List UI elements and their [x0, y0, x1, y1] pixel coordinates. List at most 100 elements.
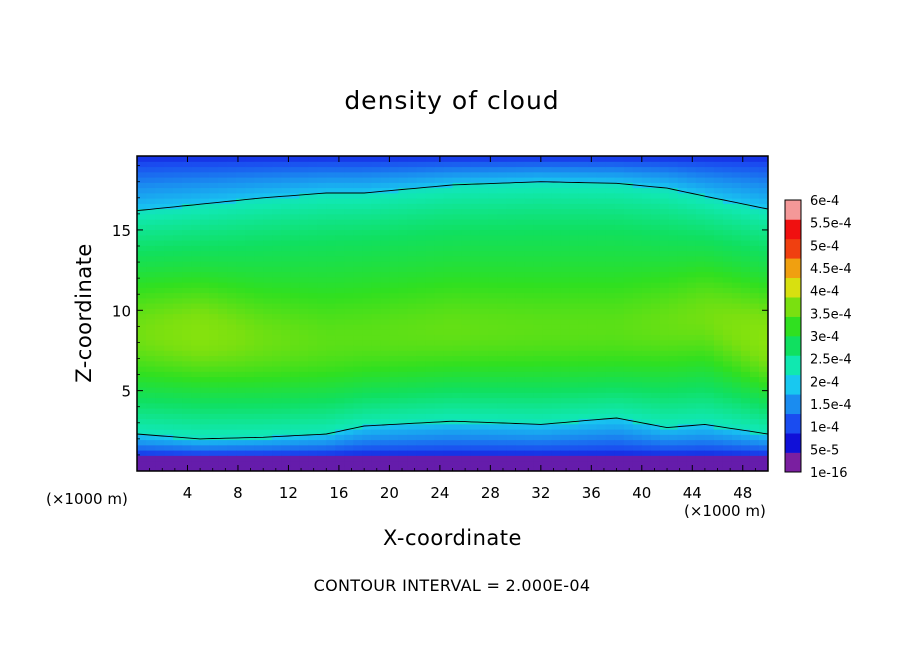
density-cell [389, 161, 400, 168]
density-cell [605, 308, 616, 315]
density-cell [515, 166, 526, 173]
density-cell [632, 324, 643, 330]
density-cell [326, 397, 336, 404]
density-cell [488, 245, 499, 252]
density-cell [740, 439, 751, 446]
density-cell [299, 240, 309, 246]
density-cell [236, 450, 246, 456]
density-cell [344, 292, 354, 299]
density-cell [596, 350, 607, 357]
density-cell [686, 334, 697, 341]
density-cell [290, 455, 300, 462]
density-cell [614, 376, 625, 383]
density-cell [173, 271, 183, 278]
density-cell [605, 229, 616, 236]
density-cell [209, 308, 219, 315]
density-cell [623, 187, 634, 194]
density-cell [569, 465, 580, 471]
density-cell [461, 329, 472, 336]
density-cell [218, 292, 228, 299]
density-cell [263, 387, 273, 393]
density-cell [389, 292, 400, 299]
density-cell [650, 413, 661, 420]
density-cell [146, 465, 156, 471]
density-cell [605, 156, 616, 162]
density-cell [218, 287, 228, 294]
density-cell [326, 450, 336, 456]
density-cell [407, 329, 418, 336]
density-cell [407, 187, 418, 194]
density-cell [578, 408, 589, 414]
density-cell [155, 392, 165, 399]
density-cell [695, 387, 706, 393]
density-cell [677, 213, 688, 220]
density-cell [317, 240, 327, 246]
density-cell [281, 156, 291, 162]
density-cell [308, 255, 318, 262]
density-cell [137, 156, 147, 162]
x-tick-label: 12 [279, 484, 298, 502]
density-cell [461, 429, 472, 435]
density-cell [398, 245, 409, 252]
density-cell [605, 240, 616, 246]
density-cell [551, 261, 562, 267]
density-cell [380, 318, 390, 325]
density-cell [668, 465, 679, 471]
density-cell [326, 198, 336, 204]
density-cell [569, 308, 580, 315]
density-cell [182, 418, 192, 425]
density-cell [614, 161, 625, 168]
density-cell [353, 271, 363, 278]
density-cell [245, 187, 255, 194]
density-cell [209, 240, 219, 246]
density-cell [227, 255, 237, 262]
density-cell [308, 308, 318, 315]
density-cell [497, 376, 508, 383]
density-cell [506, 460, 517, 467]
density-cell [299, 366, 309, 372]
density-cell [317, 465, 327, 471]
density-cell [380, 192, 390, 199]
density-cell [749, 460, 760, 467]
density-cell [470, 366, 481, 372]
density-cell [263, 408, 273, 414]
density-cell [137, 229, 147, 236]
density-cell [164, 329, 174, 336]
density-cell [326, 418, 336, 425]
density-cell [506, 219, 517, 225]
density-cell [578, 208, 589, 215]
density-cell [254, 324, 264, 330]
density-cell [137, 444, 147, 451]
density-cell [632, 229, 643, 236]
density-cell [218, 387, 228, 393]
density-cell [623, 303, 634, 309]
density-cell [551, 250, 562, 257]
density-cell [227, 450, 237, 456]
density-cell [272, 318, 282, 325]
density-cell [587, 460, 598, 467]
density-cell [443, 276, 454, 283]
density-cell [713, 266, 724, 273]
density-cell [569, 439, 580, 446]
density-cell [416, 187, 427, 194]
density-cell [227, 308, 237, 315]
density-cell [578, 360, 589, 367]
density-cell [137, 245, 147, 252]
density-cell [182, 292, 192, 299]
density-cell [245, 271, 255, 278]
density-cell [227, 402, 237, 409]
density-cell [524, 250, 535, 257]
density-cell [317, 192, 327, 199]
density-cell [443, 408, 454, 414]
density-cell [560, 450, 571, 456]
density-cell [362, 156, 372, 162]
density-cell [146, 392, 156, 399]
density-cell [218, 297, 228, 304]
density-cell [245, 423, 255, 430]
density-cell [614, 156, 625, 162]
density-cell [353, 245, 363, 252]
density-cell [749, 266, 760, 273]
density-cell [632, 297, 643, 304]
density-cell [686, 429, 697, 435]
density-cell [263, 161, 273, 168]
